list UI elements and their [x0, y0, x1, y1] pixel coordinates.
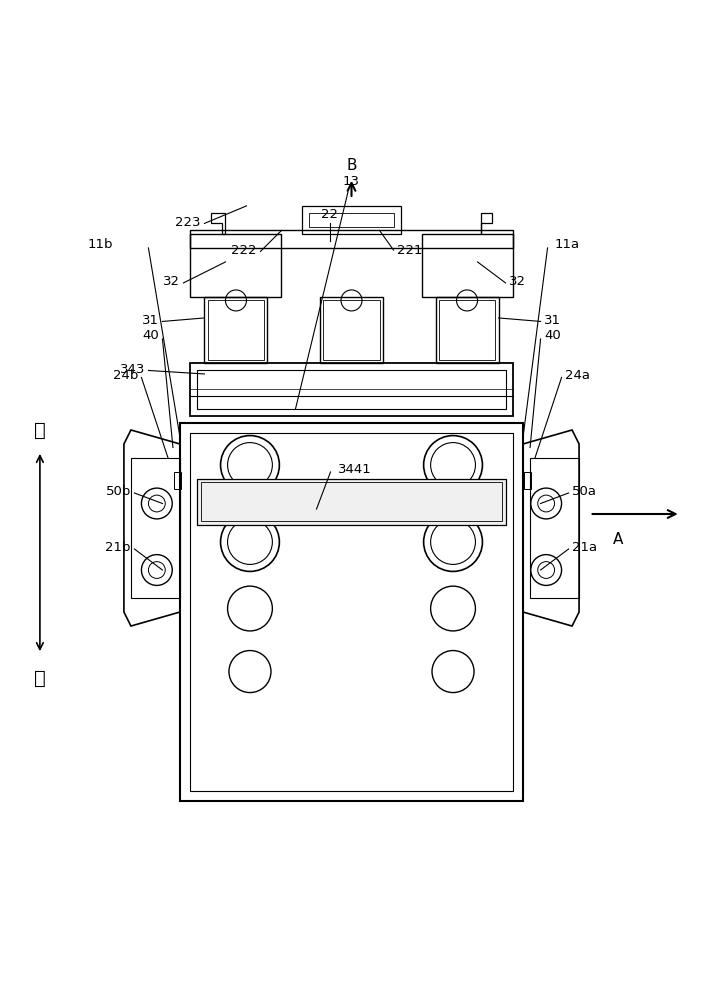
Text: 31: 31 [142, 314, 159, 327]
Text: B: B [347, 158, 356, 173]
Bar [191, 433, 512, 791]
Bar [198, 479, 505, 525]
Bar [180, 423, 523, 801]
Text: 11b: 11b [88, 238, 113, 251]
Bar [174, 472, 181, 489]
Text: 24a: 24a [565, 369, 590, 382]
Text: A: A [612, 532, 623, 547]
Text: 后: 后 [34, 669, 46, 688]
Bar [524, 472, 531, 489]
Bar [320, 297, 383, 363]
Text: 223: 223 [176, 216, 201, 229]
Bar [436, 297, 498, 363]
Text: 11a: 11a [555, 238, 580, 251]
Bar [131, 458, 180, 598]
Text: 32: 32 [163, 275, 180, 288]
Bar [191, 234, 281, 297]
Text: 前: 前 [34, 420, 46, 439]
Bar [208, 300, 264, 360]
Text: 31: 31 [544, 314, 561, 327]
Bar [191, 230, 512, 248]
Text: 40: 40 [544, 329, 561, 342]
Bar [309, 213, 394, 227]
Text: 50a: 50a [572, 485, 597, 498]
Bar [530, 458, 579, 598]
Text: 13: 13 [343, 175, 360, 188]
Bar [323, 300, 380, 360]
Text: 3441: 3441 [337, 463, 371, 476]
Text: 24b: 24b [112, 369, 138, 382]
Text: 21b: 21b [105, 541, 131, 554]
Bar [422, 234, 512, 297]
Bar [201, 482, 502, 521]
Text: 50b: 50b [105, 485, 131, 498]
Text: 21a: 21a [572, 541, 597, 554]
Bar [302, 206, 401, 234]
Bar [205, 297, 267, 363]
Text: 343: 343 [120, 363, 145, 376]
Text: 32: 32 [509, 275, 526, 288]
Bar [191, 363, 512, 416]
Bar [439, 300, 495, 360]
Text: 221: 221 [397, 244, 423, 257]
Bar [198, 370, 505, 409]
Text: 222: 222 [231, 244, 257, 257]
Text: 40: 40 [142, 329, 159, 342]
Text: 22: 22 [321, 208, 337, 221]
